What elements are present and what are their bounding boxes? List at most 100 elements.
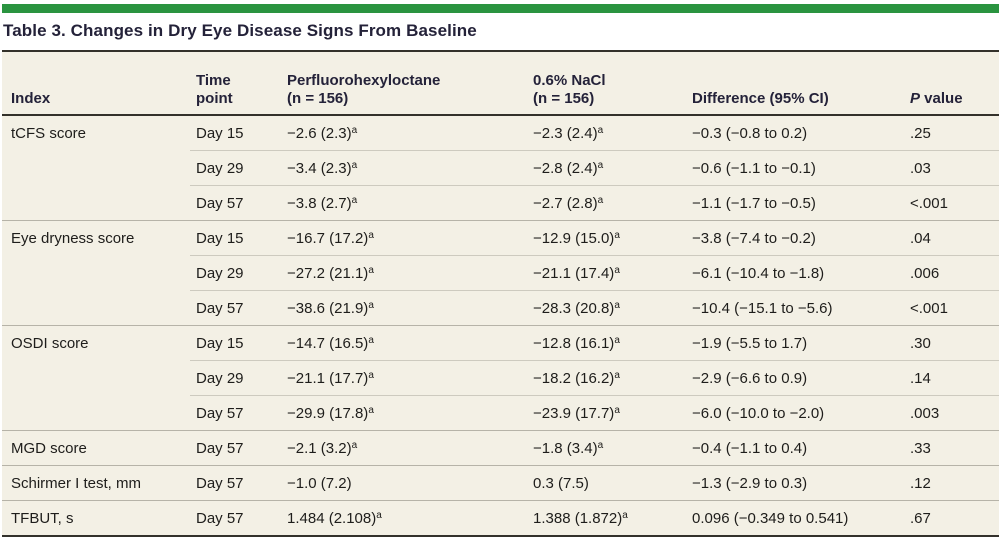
cell-index [2,396,190,431]
cell-p-value: .006 [904,255,999,291]
table-row: Day 57 −29.9 (17.8)a −23.9 (17.7)a −6.0 (−1… [2,395,999,431]
table-row: TFBUT, s Day 57 1.484 (2.108)a 1.388 (1.872… [2,500,999,536]
cell-index: OSDI score [2,325,190,361]
cell-p-value: .003 [904,395,999,431]
table-row: OSDI score Day 15 −14.7 (16.5)a −12.8 (16.1… [2,325,999,361]
footnote-marker: a [614,334,620,346]
table-row: Schirmer I test, mm Day 57 −1.0 (7.2) 0.3 (… [2,465,999,501]
table-row: Day 29 −21.1 (17.7)a −18.2 (16.2)a −2.9 (−6… [2,360,999,396]
footnote-marker: a [368,299,374,311]
cell-difference: −3.8 (−7.4 to −0.2) [686,220,904,256]
cell-p-value: .33 [904,430,999,466]
cell-time-point: Day 15 [190,220,281,256]
table-body: tCFS score Day 15 −2.6 (2.3)a −2.3 (2.4)a −0… [2,115,999,536]
cell-p-value: .03 [904,150,999,186]
cell-index [2,291,190,326]
accent-bar [2,4,999,13]
p-value-symbol: P [910,90,921,107]
cell-difference: −1.9 (−5.5 to 1.7) [686,325,904,361]
cell-nacl-value: −1.8 (3.4)a [527,430,686,466]
table-figure: Table 3. Changes in Dry Eye Disease Sign… [2,4,999,537]
cell-perfluorohexyloctane-value: −1.0 (7.2) [281,465,527,501]
cell-nacl-value: −21.1 (17.4)a [527,255,686,291]
cell-nacl-value: −12.9 (15.0)a [527,220,686,256]
p-value-rest: value [920,90,963,107]
cell-time-point: Day 57 [190,395,281,431]
cell-time-point: Day 15 [196,124,244,142]
cell-p-value: .25 [910,124,931,142]
header-index: Index [2,51,190,116]
cell-time-point: Day 29 [190,255,281,291]
cell-p-value: .12 [904,465,999,501]
table-row: Day 57 −3.8 (2.7)a −2.7 (2.8)a −1.1 (−1.7 t… [2,185,999,221]
header-nacl: 0.6% NaCl (n = 156) [527,51,686,116]
cell-nacl-value: −12.8 (16.1)a [527,325,686,361]
footnote-marker: a [368,404,374,416]
footnote-marker: a [614,369,620,381]
table-row: tCFS score Day 15 −2.6 (2.3)a −2.3 (2.4)a −0… [2,115,999,151]
cell-p-value: <.001 [904,185,999,221]
cell-perfluorohexyloctane-value: −3.8 (2.7)a [281,185,527,221]
footnote-marker: a [614,404,620,416]
cell-difference: −6.1 (−10.4 to −1.8) [686,255,904,291]
cell-p-value: .67 [904,500,999,536]
cell-p-value: .04 [904,220,999,256]
cell-time-point: Day 57 [190,465,281,501]
header-perfluorohexyloctane: Perfluorohexyloctane (n = 156) [281,51,527,116]
footnote-marker: a [597,194,604,206]
cell-perfluorohexyloctane-value: −3.4 (2.3)a [281,150,527,186]
cell-time-point: Day 29 [190,150,281,186]
cell-time-point: Day 29 [190,360,281,396]
footnote-marker: a [368,264,374,276]
footnote-marker: a [597,124,604,136]
table-row: Day 57 −38.6 (21.9)a −28.3 (20.8)a −10.4 (−… [2,290,999,326]
cell-time-point: Day 57 [190,500,281,536]
cell-nacl-value: 0.3 (7.5) [527,465,686,501]
footnote-marker: a [614,264,620,276]
cell-perfluorohexyloctane-value: −21.1 (17.7)a [281,360,527,396]
header-row: Index Time point Perfluorohexyloctane (n… [2,51,999,116]
cell-perfluorohexyloctane-value: −2.6 (2.3)a [287,124,358,142]
cell-perfluorohexyloctane-value: −14.7 (16.5)a [281,325,527,361]
cell-index [2,186,190,221]
header-difference: Difference (95% CI) [686,51,904,116]
cell-perfluorohexyloctane-value: 1.484 (2.108)a [281,500,527,536]
footnote-marker: a [622,509,628,521]
footnote-marker: a [368,334,374,346]
footnote-marker: a [597,159,604,171]
cell-time-point: Day 15 [190,325,281,361]
data-table: Index Time point Perfluorohexyloctane (n… [2,50,999,537]
table-row: MGD score Day 57 −2.1 (3.2)a −1.8 (3.4)a −0.… [2,430,999,466]
footnote-marker: a [351,124,358,136]
cell-difference: −2.9 (−6.6 to 0.9) [686,360,904,396]
footnote-marker: a [368,369,374,381]
cell-nacl-value: −2.7 (2.8)a [527,185,686,221]
footnote-marker: a [351,439,358,451]
cell-index: TFBUT, s [2,500,190,536]
cell-difference: −10.4 (−15.1 to −5.6) [686,290,904,326]
cell-difference: −6.0 (−10.0 to −2.0) [686,395,904,431]
header-time-point: Time point [190,51,281,116]
footnote-marker: a [614,299,620,311]
table-row: Day 29 −27.2 (21.1)a −21.1 (17.4)a −6.1 (−1… [2,255,999,291]
header-p-value: P value [904,51,999,116]
cell-nacl-value: −2.8 (2.4)a [527,150,686,186]
cell-time-point: Day 57 [190,290,281,326]
cell-difference: −1.3 (−2.9 to 0.3) [686,465,904,501]
cell-time-point: Day 57 [190,185,281,221]
cell-perfluorohexyloctane-value: −16.7 (17.2)a [281,220,527,256]
cell-index [2,361,190,396]
table-title: Table 3. Changes in Dry Eye Disease Sign… [3,21,477,40]
cell-difference: −1.1 (−1.7 to −0.5) [686,185,904,221]
cell-nacl-value: −2.3 (2.4)a [533,124,604,142]
cell-index: MGD score [2,430,190,466]
cell-perfluorohexyloctane-value: −38.6 (21.9)a [281,290,527,326]
cell-index: Eye dryness score [2,220,190,256]
cell-index [2,151,190,186]
table-row: Eye dryness score Day 15 −16.7 (17.2)a −12.… [2,220,999,256]
cell-difference: −0.3 (−0.8 to 0.2) [692,124,808,142]
cell-time-point: Day 57 [190,430,281,466]
cell-index [2,256,190,291]
cell-nacl-value: −18.2 (16.2)a [527,360,686,396]
cell-nacl-value: −23.9 (17.7)a [527,395,686,431]
